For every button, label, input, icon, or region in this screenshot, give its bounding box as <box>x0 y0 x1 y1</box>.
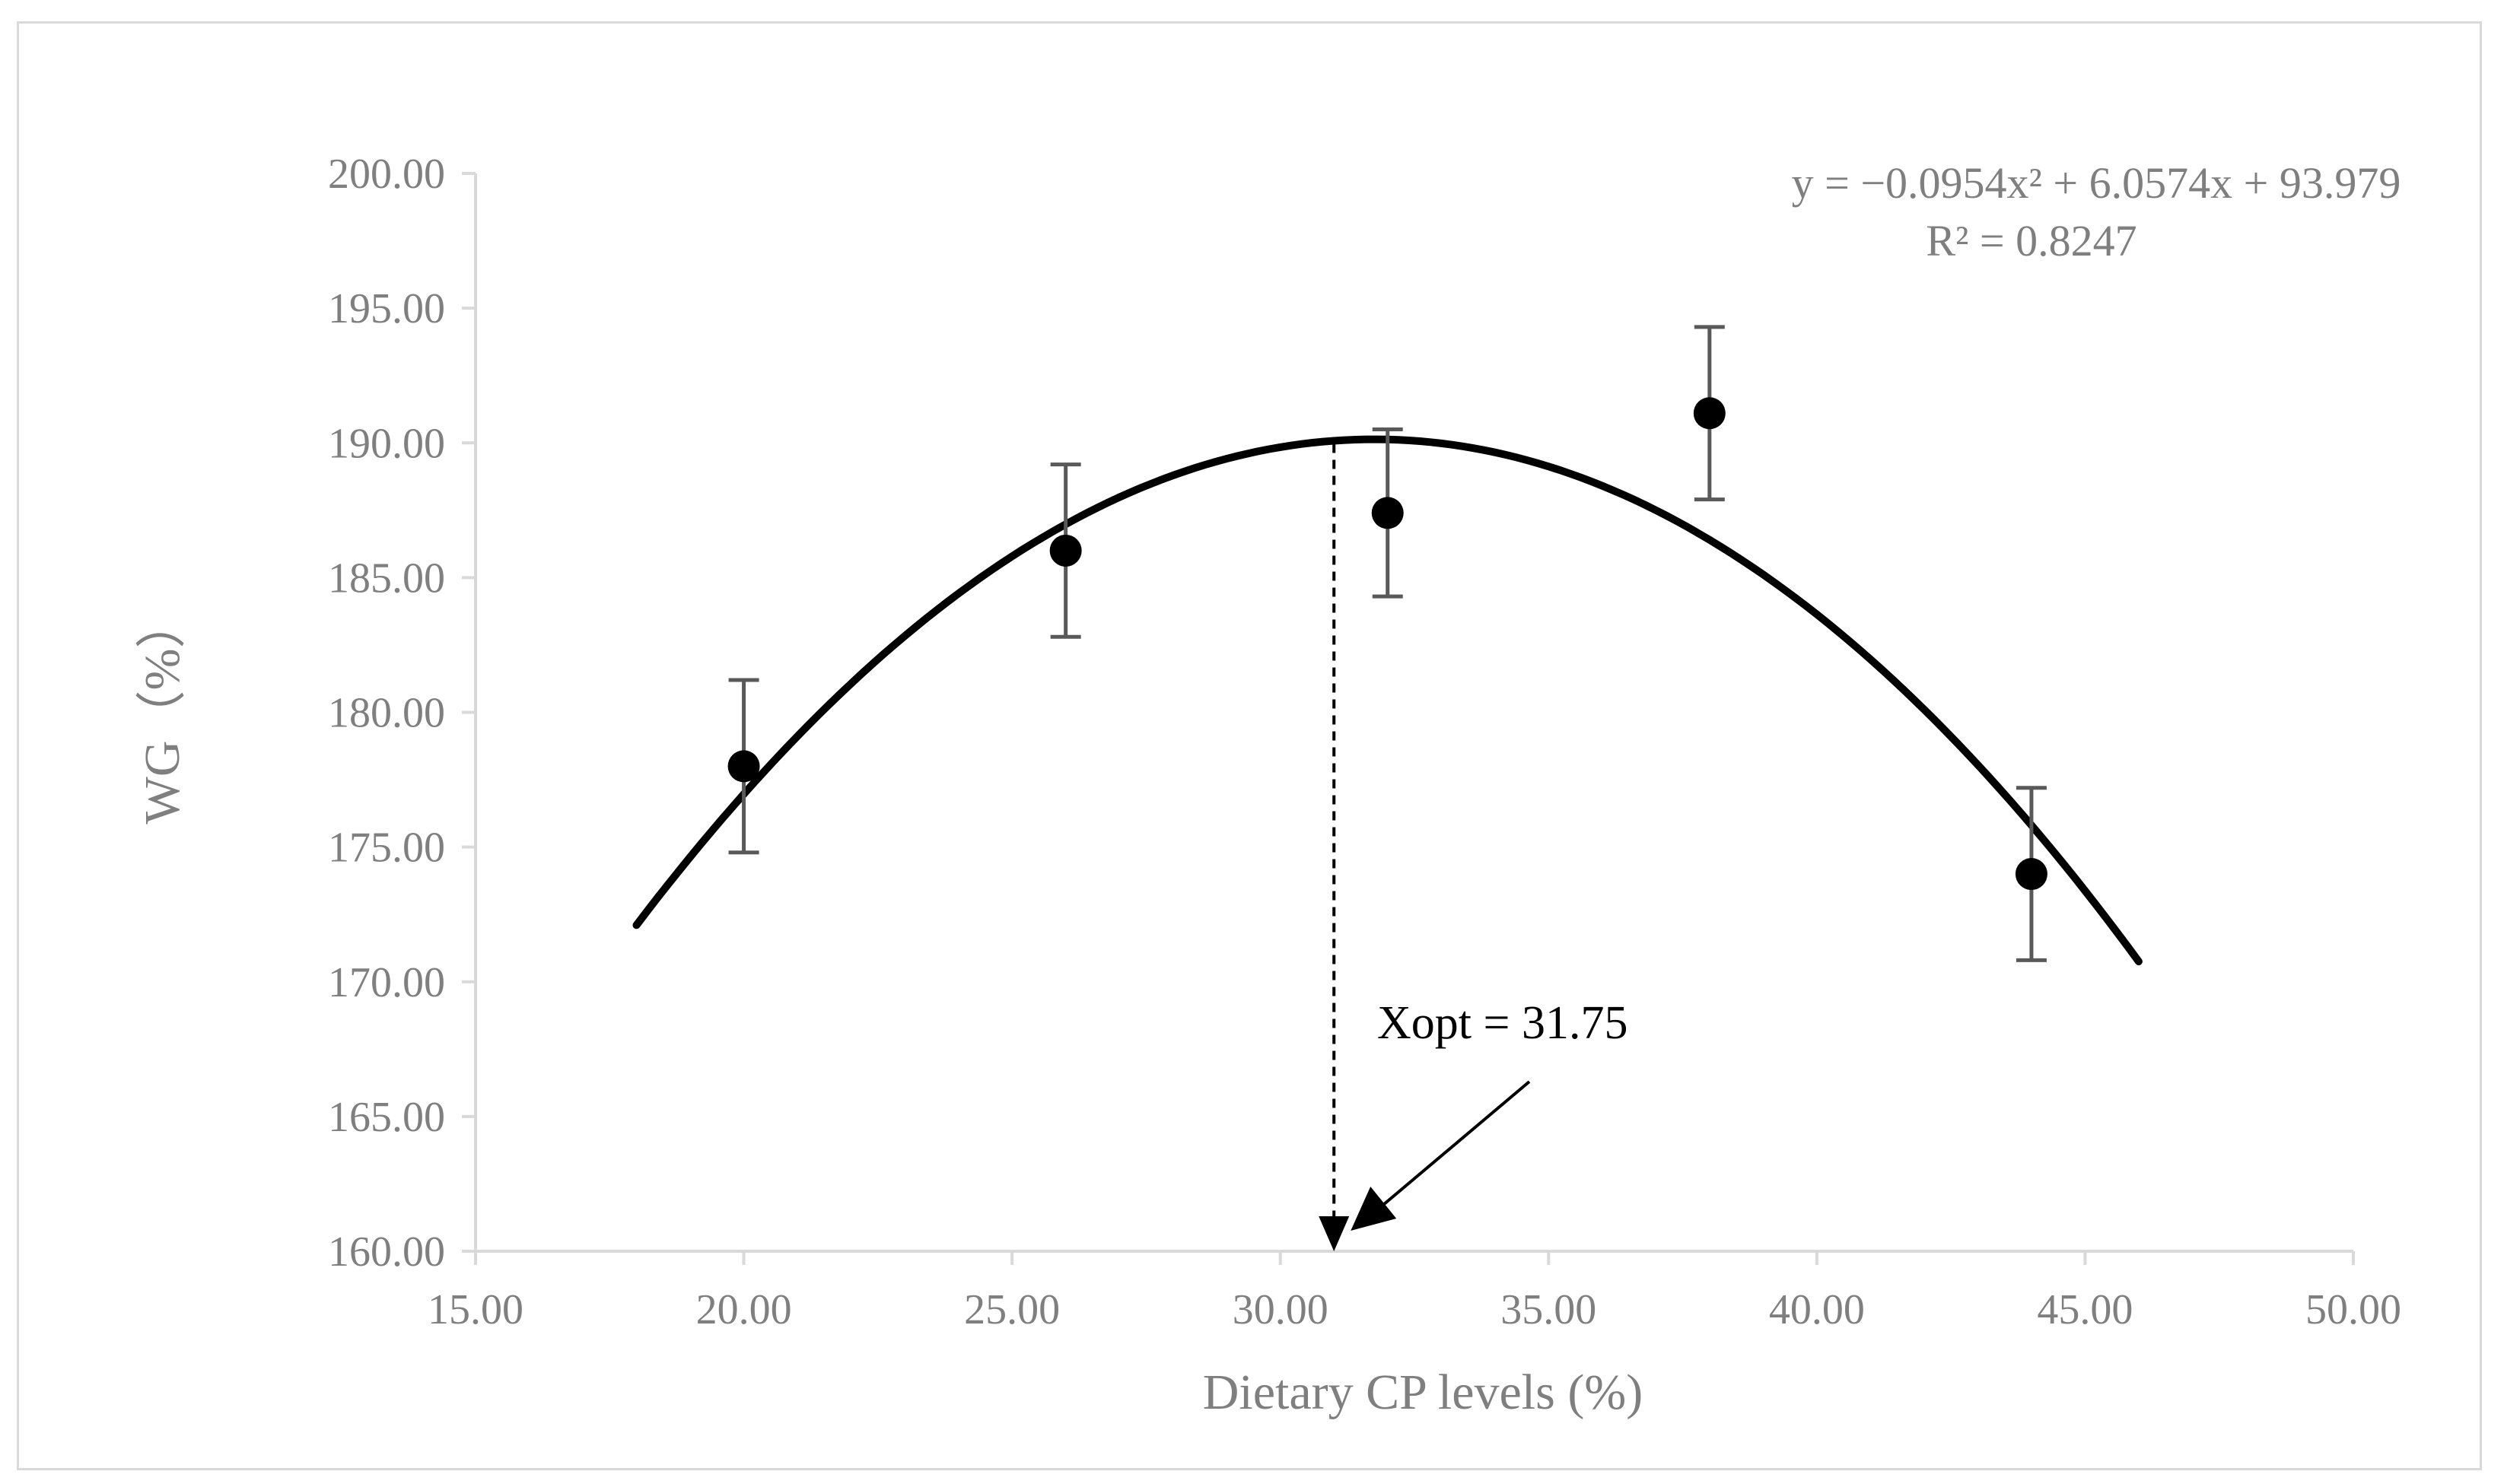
data-point <box>2015 858 2047 891</box>
data-point <box>727 750 760 783</box>
y-tick-label: 180.00 <box>328 690 445 737</box>
data-point <box>1371 497 1404 529</box>
pointer-arrowhead <box>1351 1187 1397 1231</box>
x-tick-label: 50.00 <box>2305 1286 2401 1333</box>
x-tick-label: 25.00 <box>964 1286 1060 1333</box>
y-tick-label: 170.00 <box>328 959 445 1006</box>
x-tick-label: 30.00 <box>1233 1286 1328 1333</box>
y-tick-label: 190.00 <box>328 420 445 467</box>
y-tick-label: 160.00 <box>328 1228 445 1276</box>
x-tick-label: 45.00 <box>2037 1286 2133 1333</box>
x-tick-label: 35.00 <box>1500 1286 1596 1333</box>
x-axis-ticks: 15.00 20.00 25.00 30.00 35.00 40.00 45.00 50.00 <box>428 1251 2401 1333</box>
optimum-group <box>1319 443 1531 1251</box>
x-tick-label: 20.00 <box>696 1286 792 1333</box>
y-tick-label: 200.00 <box>328 151 445 198</box>
data-point-group <box>727 678 760 855</box>
trendline-equation: y = −0.0954x² + 6.0574x + 93.979 <box>1792 158 2401 208</box>
x-tick-label: 15.00 <box>428 1286 523 1333</box>
data-point <box>1049 534 1082 567</box>
r-squared-label: R² = 0.8247 <box>1926 216 2137 265</box>
axes <box>474 173 2353 1253</box>
y-tick-label: 195.00 <box>328 285 445 332</box>
y-axis-title: WG（%） <box>135 599 190 825</box>
data-point <box>1693 397 1726 430</box>
data-points <box>727 325 2047 962</box>
y-axis-ticks: 160.00 165.00 170.00 175.00 180.00 185.00 190.… <box>328 151 476 1276</box>
x-tick-label: 40.00 <box>1769 1286 1865 1333</box>
data-point-group <box>1371 427 1404 599</box>
chart-frame <box>17 21 2482 1470</box>
optimum-arrowhead <box>1319 1216 1350 1251</box>
y-tick-label: 185.00 <box>328 555 445 602</box>
y-tick-label: 175.00 <box>328 825 445 872</box>
data-point-group <box>2015 786 2047 962</box>
data-point-group <box>1693 325 1726 502</box>
pointer-arrow-line <box>1378 1080 1531 1209</box>
optimum-label: Xopt = 31.75 <box>1377 997 1627 1049</box>
y-tick-label: 165.00 <box>328 1094 445 1141</box>
data-point-group <box>1049 462 1082 639</box>
x-axis-title: Dietary CP levels (%) <box>1203 1365 1643 1420</box>
